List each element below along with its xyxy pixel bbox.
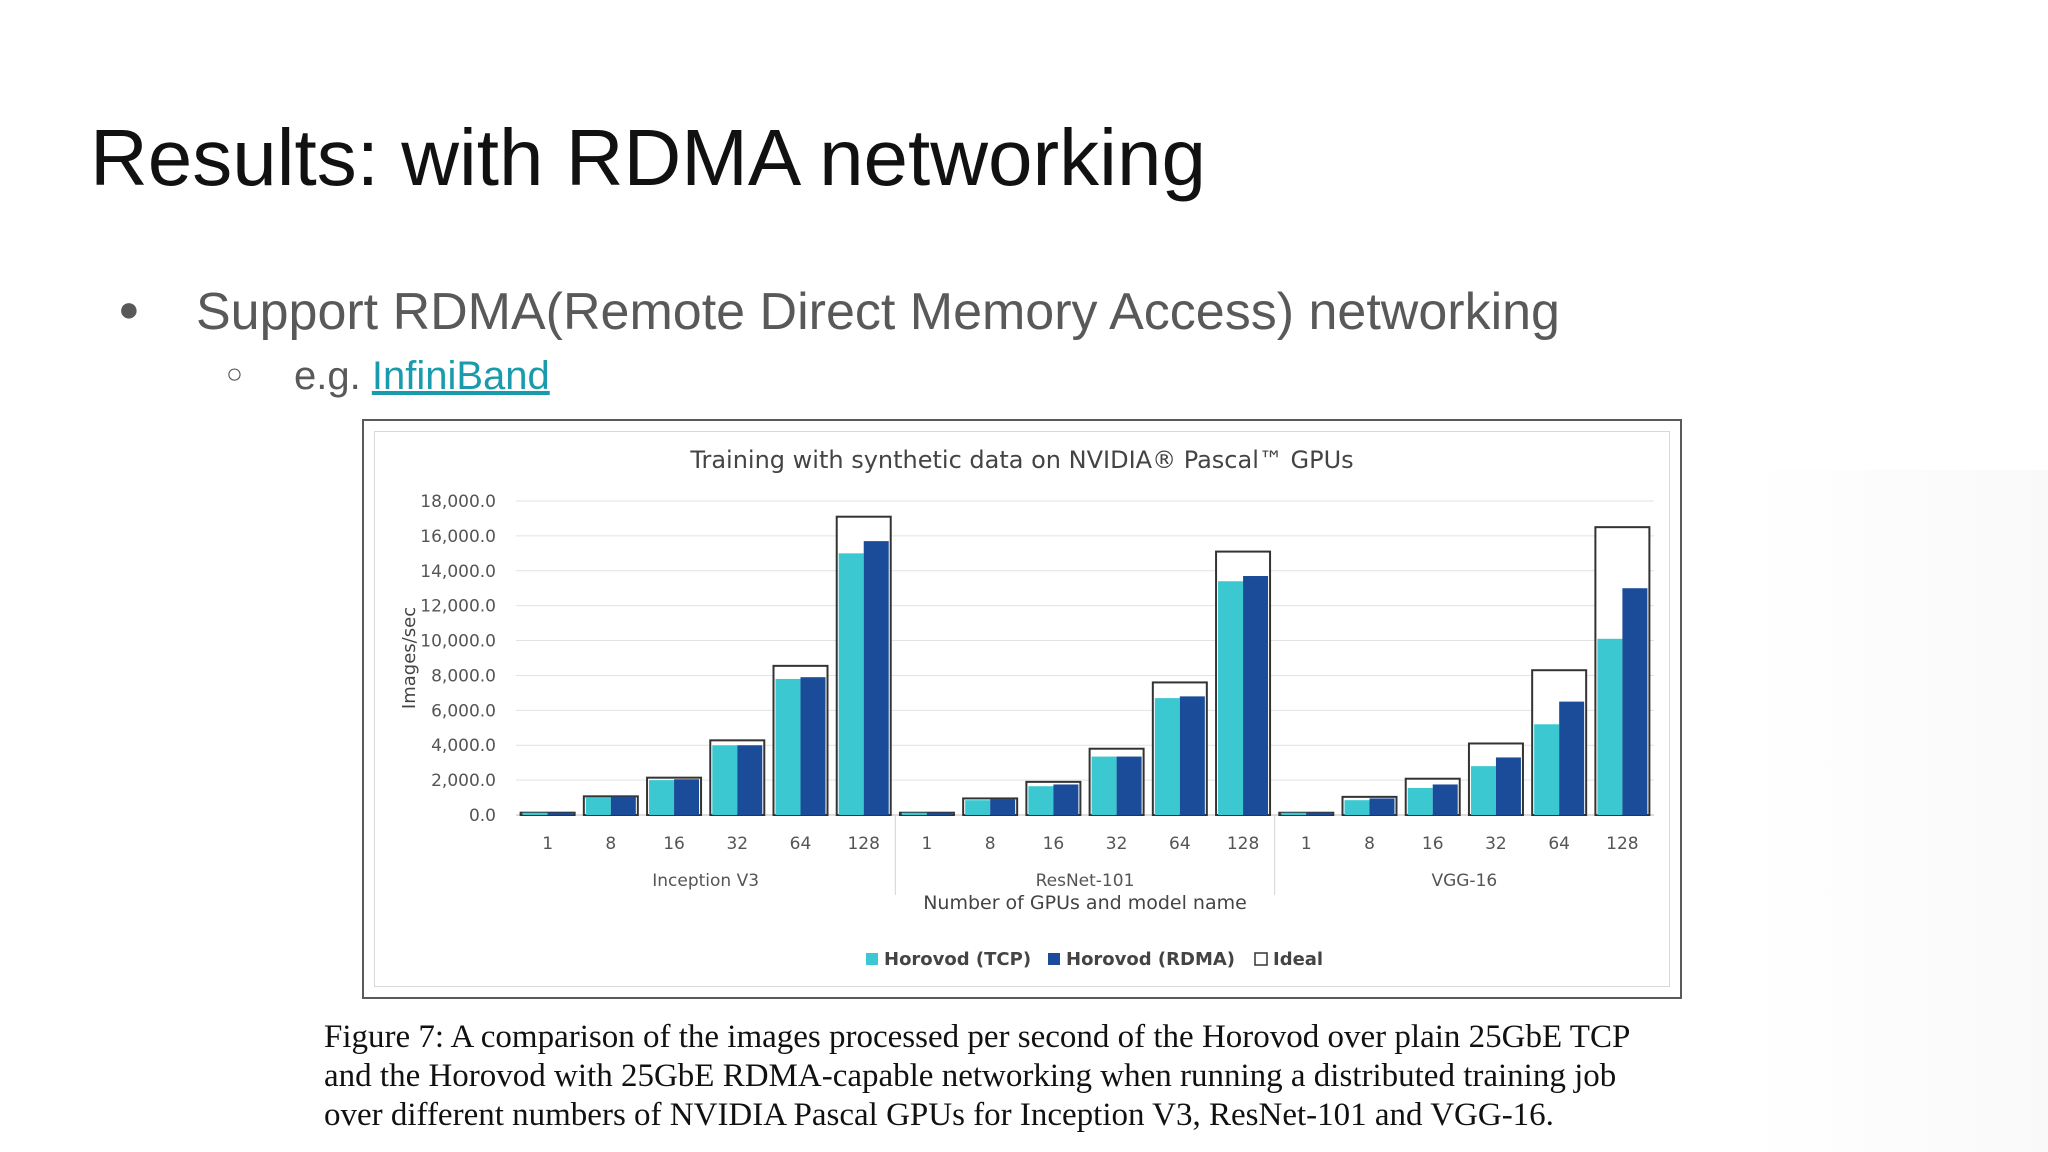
bar-tcp xyxy=(649,780,675,815)
bar-rdma xyxy=(1179,696,1205,815)
x-tick-label: 32 xyxy=(1485,834,1507,854)
caption-line: Figure 7: A comparison of the images pro… xyxy=(324,1019,1631,1055)
bar-rdma xyxy=(990,799,1016,815)
legend-swatch xyxy=(866,953,878,965)
y-tick-label: 10,000.0 xyxy=(420,632,496,652)
y-tick-label: 0.0 xyxy=(469,806,496,826)
figure-inner-border xyxy=(374,431,1670,987)
y-tick-label: 12,000.0 xyxy=(420,597,496,617)
x-tick-label: 1 xyxy=(1301,834,1312,854)
bar-rdma xyxy=(1369,798,1395,815)
bar-tcp xyxy=(1091,756,1117,815)
bar-tcp xyxy=(1281,812,1307,815)
chart-title: Training with synthetic data on NVIDIA® … xyxy=(689,446,1353,474)
x-tick-label: 64 xyxy=(1169,834,1191,854)
y-tick-label: 8,000.0 xyxy=(431,666,496,686)
hollow-circle-icon: ○ xyxy=(226,358,243,389)
group-label: ResNet-101 xyxy=(1036,871,1135,891)
bar-tcp xyxy=(1028,786,1054,815)
sub-bullet-item: ○ e.g. InfiniBand xyxy=(226,354,550,398)
legend-label: Horovod (RDMA) xyxy=(1066,949,1235,970)
group-labels: Inception V3 ResNet-101 VGG-16 xyxy=(652,815,1497,895)
bar-rdma xyxy=(610,796,636,815)
bar-rdma xyxy=(674,779,700,815)
sub-bullet-prefix: e.g. xyxy=(294,354,372,398)
x-axis-label: Number of GPUs and model name xyxy=(923,892,1247,914)
bar-rdma xyxy=(547,812,573,815)
x-tick-label: 8 xyxy=(605,834,616,854)
legend-swatch xyxy=(1254,952,1268,966)
infiniband-link[interactable]: InfiniBand xyxy=(371,354,550,398)
legend-swatch xyxy=(1048,953,1060,965)
x-tick-label: 32 xyxy=(1106,834,1128,854)
figure-frame: Training with synthetic data on NVIDIA® … xyxy=(362,419,1682,999)
group-label: Inception V3 xyxy=(652,871,759,891)
bullet-item: ● Support RDMA(Remote Direct Memory Acces… xyxy=(118,283,1560,341)
bar-tcp xyxy=(1597,638,1623,815)
bar-tcp xyxy=(712,745,738,815)
x-tick-label: 1 xyxy=(542,834,553,854)
bar-rdma xyxy=(800,677,826,815)
legend: Horovod (TCP) Horovod (RDMA) Ideal xyxy=(866,949,1323,970)
y-axis-label: Images/sec xyxy=(399,607,420,709)
bar-tcp xyxy=(1218,581,1244,815)
x-tick-label: 128 xyxy=(1227,834,1259,854)
y-tick-label: 2,000.0 xyxy=(431,771,496,791)
legend-label: Ideal xyxy=(1273,949,1323,970)
background-shade xyxy=(1748,470,2048,1152)
y-tick-label: 6,000.0 xyxy=(431,701,496,721)
x-tick-label: 128 xyxy=(847,834,879,854)
bar-tcp xyxy=(775,678,801,815)
bar-rdma xyxy=(1116,756,1142,815)
bar-rdma xyxy=(1306,812,1332,815)
group-label: VGG-16 xyxy=(1431,871,1497,891)
caption-line: over different numbers of NVIDIA Pascal … xyxy=(324,1097,1554,1133)
x-tick-label: 64 xyxy=(790,834,812,854)
x-tick-label: 8 xyxy=(1364,834,1375,854)
bar-tcp xyxy=(965,800,991,815)
bar-tcp xyxy=(585,797,611,815)
y-tick-label: 14,000.0 xyxy=(420,562,496,582)
caption-line: and the Horovod with 25GbE RDMA-capable … xyxy=(324,1058,1617,1094)
x-tick-label: 32 xyxy=(726,834,748,854)
figure-caption: Figure 7: A comparison of the images pro… xyxy=(324,1018,1744,1135)
bar-rdma xyxy=(1432,784,1458,815)
bar-tcp xyxy=(901,812,927,815)
slide-title: Results: with RDMA networking xyxy=(90,113,1206,202)
x-tick-label: 1 xyxy=(922,834,933,854)
bar-tcp xyxy=(1470,766,1496,815)
bar-rdma xyxy=(1053,784,1079,815)
x-tick-label: 16 xyxy=(663,834,685,854)
bar-tcp xyxy=(522,812,548,815)
bar-tcp xyxy=(1154,698,1180,815)
y-tick-labels: 0.0 2,000.0 4,000.0 6,000.0 8,000.0 10,000.0 1… xyxy=(420,492,496,826)
bar-tcp xyxy=(1344,800,1370,815)
legend-label: Horovod (TCP) xyxy=(884,949,1031,970)
x-tick-label: 128 xyxy=(1606,834,1638,854)
y-tick-label: 16,000.0 xyxy=(420,527,496,547)
y-tick-label: 4,000.0 xyxy=(431,736,496,756)
bar-chart: Training with synthetic data on NVIDIA® … xyxy=(399,446,1654,970)
bar-tcp xyxy=(838,553,864,815)
bullet-text: Support RDMA(Remote Direct Memory Access… xyxy=(196,283,1560,341)
bar-rdma xyxy=(1495,757,1521,815)
x-tick-label: 16 xyxy=(1043,834,1065,854)
bar-rdma xyxy=(863,541,889,815)
y-tick-label: 18,000.0 xyxy=(420,492,496,512)
x-tick-label: 64 xyxy=(1548,834,1570,854)
x-tick-label: 16 xyxy=(1422,834,1444,854)
bullet-dot-icon: ● xyxy=(118,288,140,329)
x-tick-labels: 1 8 16 32 64 128 1 8 16 32 64 128 1 8 16 32 64 128 xyxy=(542,834,1638,854)
bar-rdma xyxy=(1243,576,1269,815)
bar-rdma xyxy=(1559,701,1585,815)
x-tick-label: 8 xyxy=(985,834,996,854)
bars xyxy=(519,515,1651,817)
bar-rdma xyxy=(1622,588,1648,815)
bar-tcp xyxy=(1407,787,1433,815)
bar-rdma xyxy=(737,745,763,815)
bar-tcp xyxy=(1534,724,1560,815)
bar-rdma xyxy=(926,812,952,815)
gridlines xyxy=(516,500,1654,816)
